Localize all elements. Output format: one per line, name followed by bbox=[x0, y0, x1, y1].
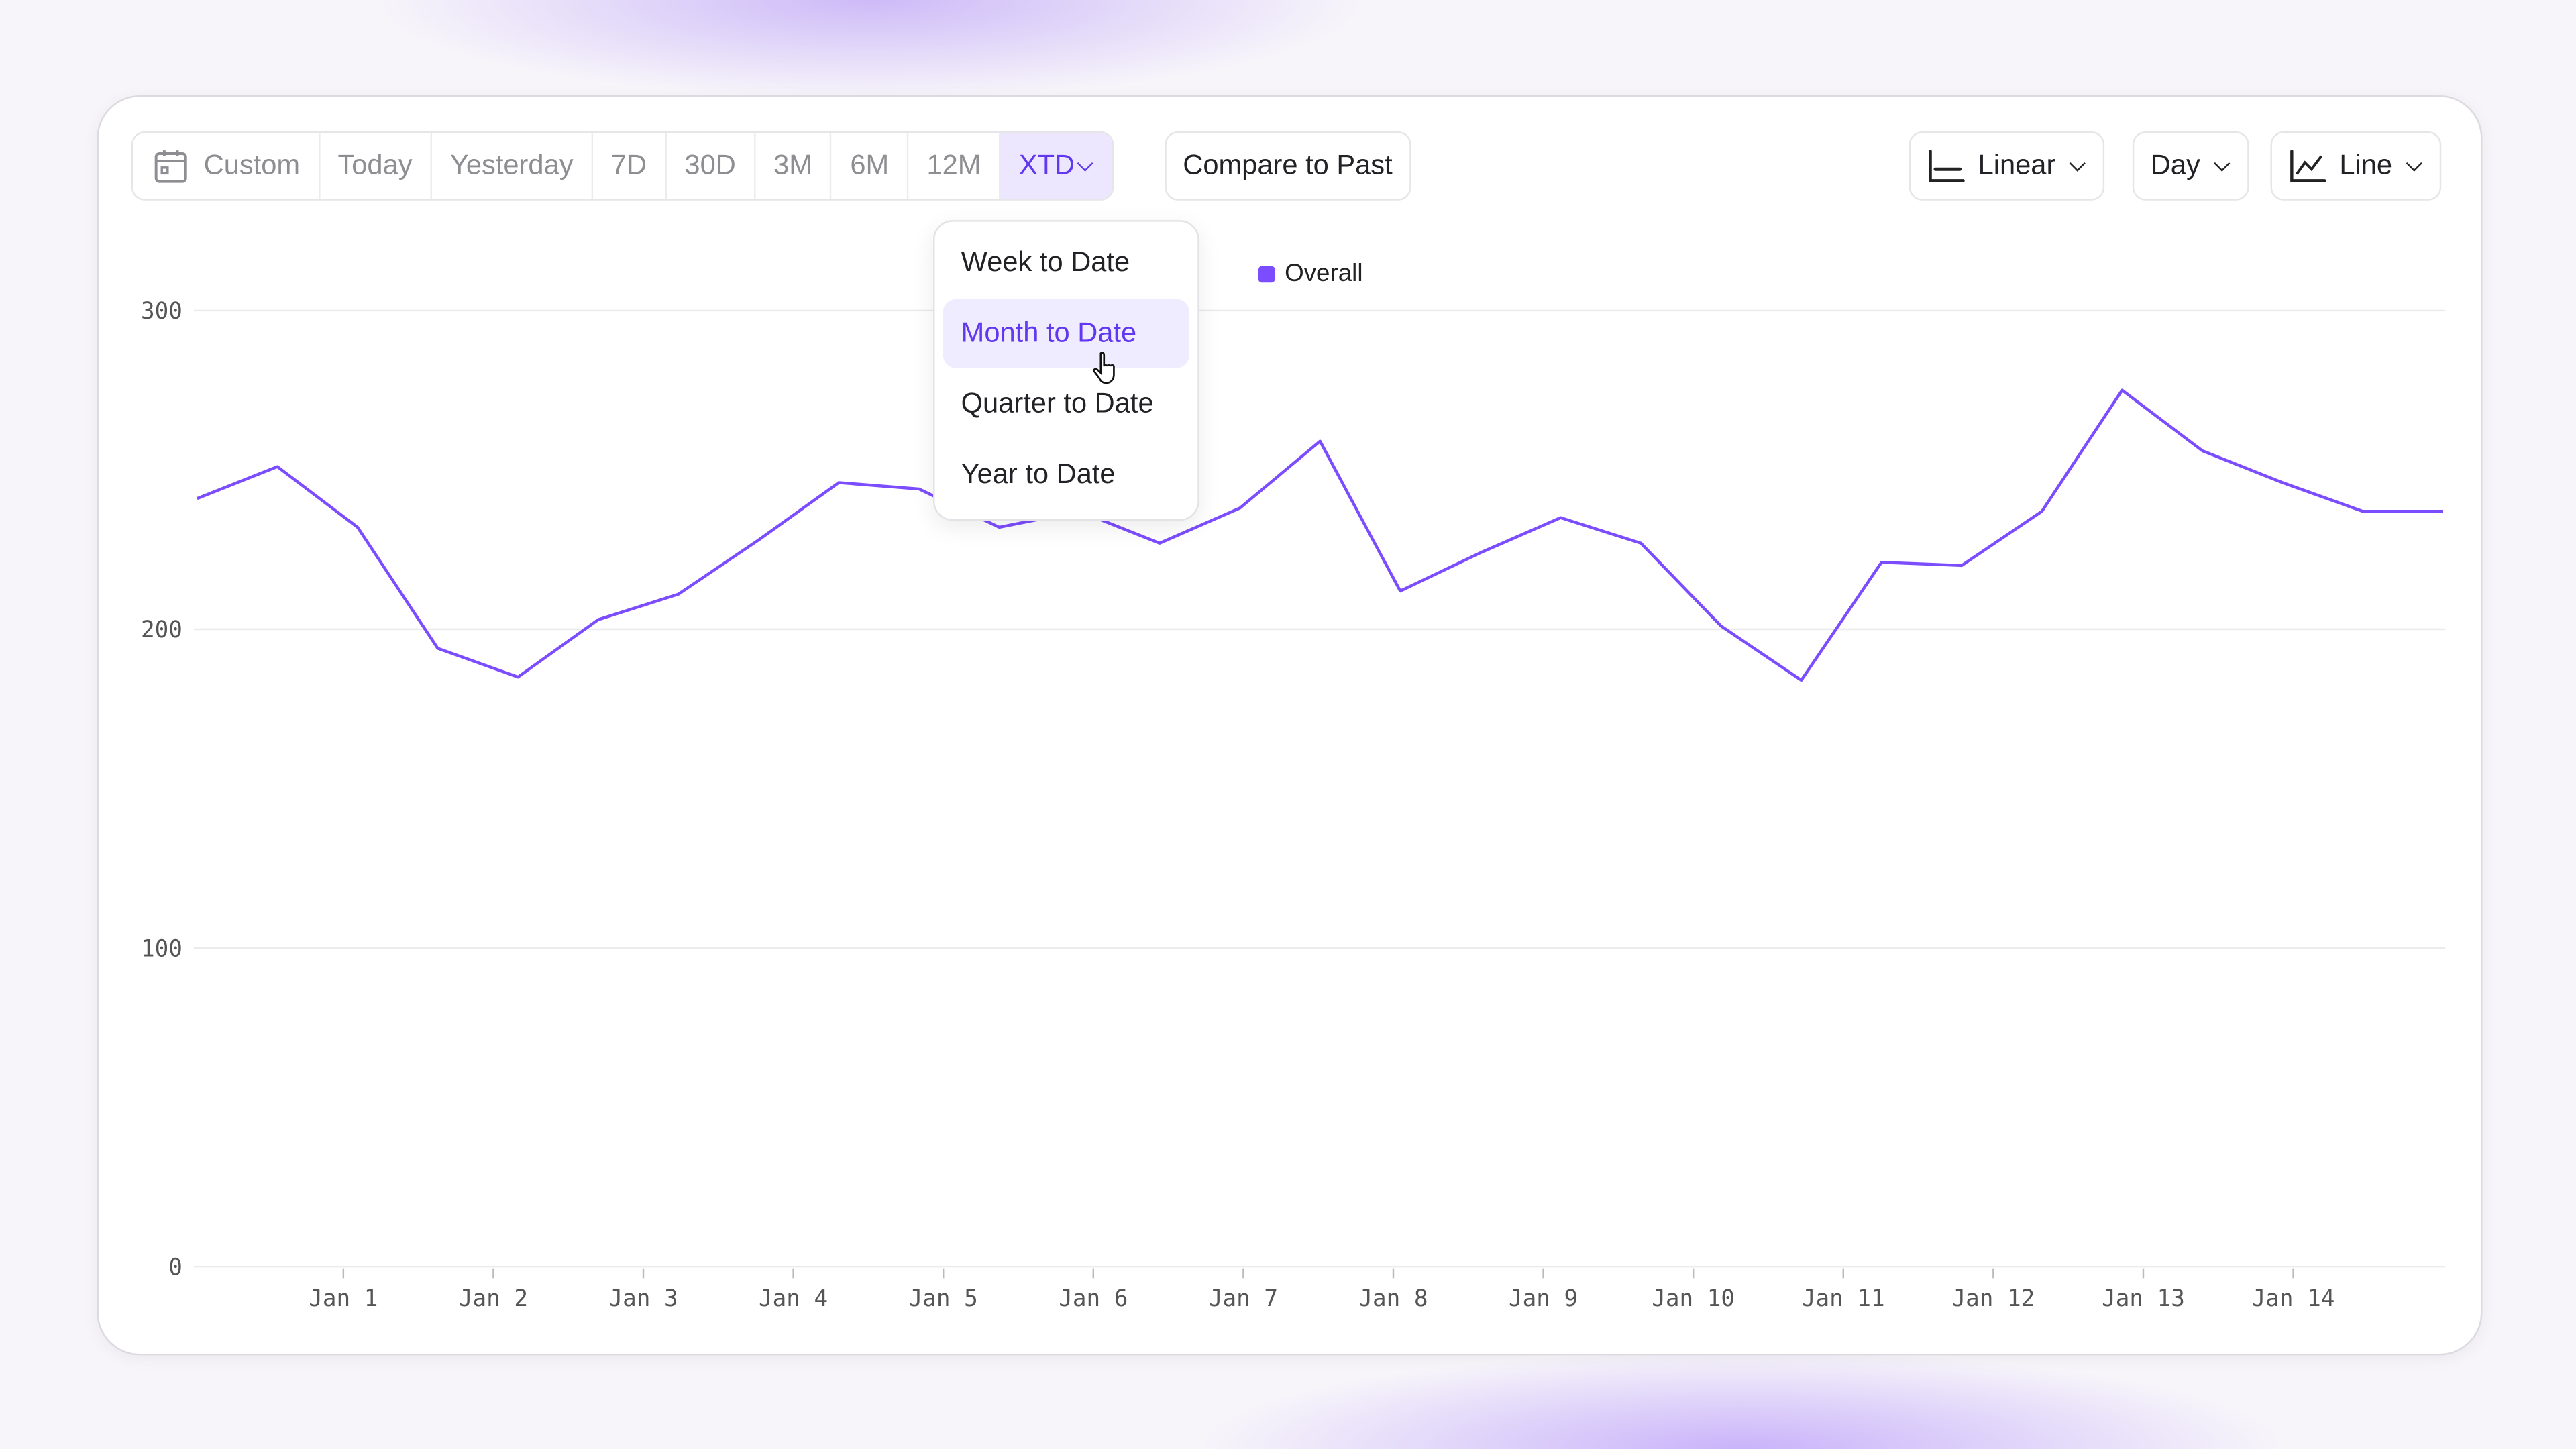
range-3m[interactable]: 3M bbox=[755, 133, 833, 199]
legend-label: Overall bbox=[1285, 259, 1363, 288]
chevron-down-icon bbox=[2406, 154, 2423, 171]
x-tick-label: Jan 9 bbox=[1509, 1285, 1578, 1312]
chevron-down-icon bbox=[2214, 154, 2231, 171]
y-tick-label: 200 bbox=[141, 616, 182, 643]
date-range-selector: Custom Today Yesterday 7D 30D 3M 6M 12M … bbox=[131, 131, 1114, 201]
chevron-down-icon bbox=[1077, 154, 1094, 171]
scale-dropdown[interactable]: Linear bbox=[1909, 131, 2105, 201]
chart-type-label: Line bbox=[2339, 149, 2393, 181]
xtd-dropdown-menu: Week to Date Month to Date Quarter to Da… bbox=[933, 220, 1199, 521]
calendar-icon bbox=[154, 150, 187, 183]
x-tick-label: Jan 5 bbox=[909, 1285, 978, 1312]
legend-swatch bbox=[1258, 265, 1275, 282]
menu-item-month-to-date[interactable]: Month to Date bbox=[943, 299, 1190, 368]
range-xtd[interactable]: XTD bbox=[1000, 133, 1113, 199]
x-tick-label: Jan 2 bbox=[459, 1285, 528, 1312]
x-tick-label: Jan 6 bbox=[1059, 1285, 1128, 1312]
series-line-overall bbox=[197, 388, 2443, 682]
range-custom[interactable]: Custom bbox=[133, 133, 320, 199]
x-tick-label: Jan 7 bbox=[1209, 1285, 1278, 1312]
range-12m[interactable]: 12M bbox=[909, 133, 1001, 199]
x-tick-label: Jan 4 bbox=[759, 1285, 828, 1312]
range-30d[interactable]: 30D bbox=[666, 133, 756, 199]
y-tick-label: 100 bbox=[141, 935, 182, 962]
x-tick-label: Jan 11 bbox=[1802, 1285, 1885, 1312]
interval-label: Day bbox=[2150, 149, 2200, 181]
x-tick-label: Jan 3 bbox=[608, 1285, 678, 1312]
axis-scale-icon bbox=[1929, 150, 1965, 182]
legend-overall[interactable]: Overall bbox=[1258, 259, 1363, 288]
chart-card bbox=[97, 95, 2483, 1356]
x-tick-label: Jan 14 bbox=[2252, 1285, 2335, 1312]
range-7d[interactable]: 7D bbox=[593, 133, 667, 199]
range-today[interactable]: Today bbox=[320, 133, 432, 199]
x-tick-label: Jan 8 bbox=[1358, 1285, 1428, 1312]
interval-dropdown[interactable]: Day bbox=[2132, 131, 2250, 201]
x-tick-label: Jan 13 bbox=[2102, 1285, 2185, 1312]
menu-item-week-to-date[interactable]: Week to Date bbox=[961, 246, 1130, 278]
hand-cursor-icon bbox=[1093, 352, 1115, 384]
range-label: Custom bbox=[203, 149, 301, 181]
range-label: XTD bbox=[1018, 149, 1075, 181]
x-tick-label: Jan 10 bbox=[1652, 1285, 1735, 1312]
chevron-down-icon bbox=[2070, 154, 2086, 171]
x-tick-label: Jan 1 bbox=[309, 1285, 378, 1312]
compare-to-past-button[interactable]: Compare to Past bbox=[1165, 131, 1411, 201]
x-tick-label: Jan 12 bbox=[1951, 1285, 2035, 1312]
y-tick-label: 300 bbox=[141, 298, 182, 325]
range-yesterday[interactable]: Yesterday bbox=[432, 133, 593, 199]
menu-item-year-to-date[interactable]: Year to Date bbox=[961, 458, 1116, 490]
menu-item-quarter-to-date[interactable]: Quarter to Date bbox=[961, 387, 1154, 419]
y-tick-label: 0 bbox=[168, 1254, 182, 1281]
scale-label: Linear bbox=[1978, 149, 2056, 181]
chart-type-dropdown[interactable]: Line bbox=[2270, 131, 2442, 201]
line-chart-icon bbox=[2290, 150, 2326, 182]
range-6m[interactable]: 6M bbox=[832, 133, 909, 199]
